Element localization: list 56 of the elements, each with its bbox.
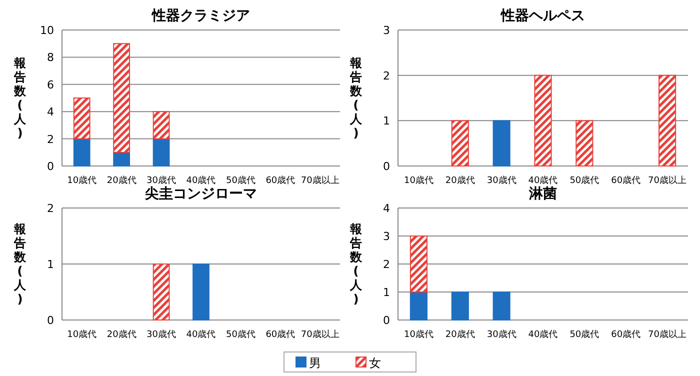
x-tick-label: 40歳代	[186, 329, 216, 340]
y-tick-label: 4	[383, 202, 390, 215]
x-tick-label: 70歳以上	[300, 329, 340, 340]
x-tick-label: 30歳代	[146, 175, 176, 186]
y-tick-label: 0	[47, 160, 54, 173]
x-tick-label: 10歳代	[404, 329, 434, 340]
y-tick-label: 1	[47, 258, 54, 271]
y-tick-label: 0	[383, 314, 390, 327]
x-tick-label: 60歳代	[266, 329, 296, 340]
x-tick-label: 20歳代	[445, 329, 475, 340]
x-tick-label: 40歳代	[528, 329, 558, 340]
x-tick-label: 50歳代	[226, 329, 256, 340]
y-tick-label: 10	[40, 24, 54, 37]
y-tick-label: 2	[47, 132, 54, 146]
x-tick-label: 50歳代	[226, 175, 256, 186]
x-tick-label: 40歳代	[186, 175, 216, 186]
x-tick-label: 30歳代	[486, 175, 516, 186]
y-axis-title: 報告数(人)	[13, 222, 27, 306]
legend-label: 男	[309, 356, 321, 370]
x-tick-label: 10歳代	[67, 175, 97, 186]
x-tick-label: 30歳代	[146, 329, 176, 340]
y-axis-title: 報告数(人)	[349, 56, 363, 140]
x-tick-label: 30歳代	[486, 329, 516, 340]
chart-title: 尖圭コンジローマ	[144, 186, 257, 202]
x-tick-label: 50歳代	[570, 329, 600, 340]
chart-title: 淋菌	[528, 186, 557, 202]
y-tick-label: 2	[383, 69, 390, 82]
x-tick-label: 70歳以上	[300, 175, 340, 186]
y-tick-label: 0	[47, 314, 54, 327]
y-tick-label: 0	[383, 160, 390, 173]
y-tick-label: 1	[383, 286, 390, 299]
x-tick-label: 60歳代	[611, 175, 641, 186]
x-tick-label: 10歳代	[67, 329, 97, 340]
x-tick-label: 60歳代	[266, 175, 296, 186]
chart-title: 性器クラミジア	[151, 8, 250, 24]
y-tick-label: 2	[47, 202, 54, 215]
x-tick-label: 20歳代	[445, 175, 475, 186]
y-tick-label: 6	[47, 78, 54, 92]
x-tick-label: 60歳代	[611, 329, 641, 340]
x-tick-label: 20歳代	[106, 175, 136, 186]
x-tick-label: 20歳代	[106, 329, 136, 340]
y-tick-label: 8	[47, 51, 54, 64]
chart-title: 性器ヘルペス	[500, 8, 585, 24]
x-tick-label: 10歳代	[404, 175, 434, 186]
y-tick-label: 4	[47, 106, 54, 119]
legend-label: 女	[369, 356, 381, 370]
x-tick-label: 70歳以上	[648, 175, 687, 186]
y-tick-label: 3	[383, 230, 390, 243]
y-tick-label: 2	[383, 258, 390, 271]
y-tick-label: 1	[383, 114, 390, 128]
x-tick-label: 50歳代	[570, 175, 600, 186]
y-axis-title: 報告数(人)	[349, 222, 363, 306]
y-tick-label: 3	[383, 24, 390, 37]
y-axis-title: 報告数(人)	[13, 56, 27, 140]
x-tick-label: 40歳代	[528, 175, 558, 186]
x-tick-label: 70歳以上	[648, 329, 687, 340]
